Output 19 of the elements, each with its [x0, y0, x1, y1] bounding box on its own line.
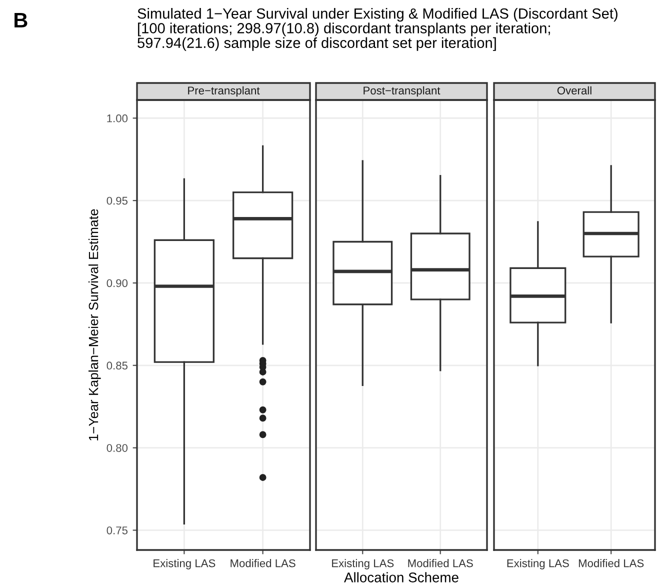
chart-title: Pre−transplant: [188, 86, 260, 97]
y-axis-title: 1−Year Kaplan−Meier Survival Estimate: [88, 209, 101, 440]
text: Simulated 1−Year Survival under Existing & Modified LAS (Discordant Set) [100 iterations; 298.97(10.8) discordant transplants per iteration; 597.94(21.6) sample size of discordant set per iteration]: [138, 8, 618, 51]
y-tick-label: 1.00: [107, 114, 128, 122]
y-tick-label: 0.90: [106, 279, 128, 288]
x-tick-label: Existing LAS: [507, 559, 569, 570]
y-tick-label: 0.75: [106, 526, 128, 534]
x-axis-title: Allocation Scheme: [344, 572, 458, 582]
text: B: [14, 13, 28, 28]
chart-title: Overall: [557, 86, 592, 94]
x-tick-label: Modified LAS: [578, 559, 644, 568]
x-tick-label: Modified LAS: [408, 559, 473, 568]
x-tick-label: Modified LAS: [230, 559, 296, 568]
x-tick-label: Existing LAS: [332, 559, 394, 570]
x-tick-label: Existing LAS: [154, 559, 216, 570]
chart-title: Post−transplant: [364, 86, 440, 97]
y-tick-label: 0.80: [106, 444, 128, 452]
y-tick-label: 0.85: [106, 362, 128, 370]
y-tick-label: 0.95: [106, 196, 128, 205]
